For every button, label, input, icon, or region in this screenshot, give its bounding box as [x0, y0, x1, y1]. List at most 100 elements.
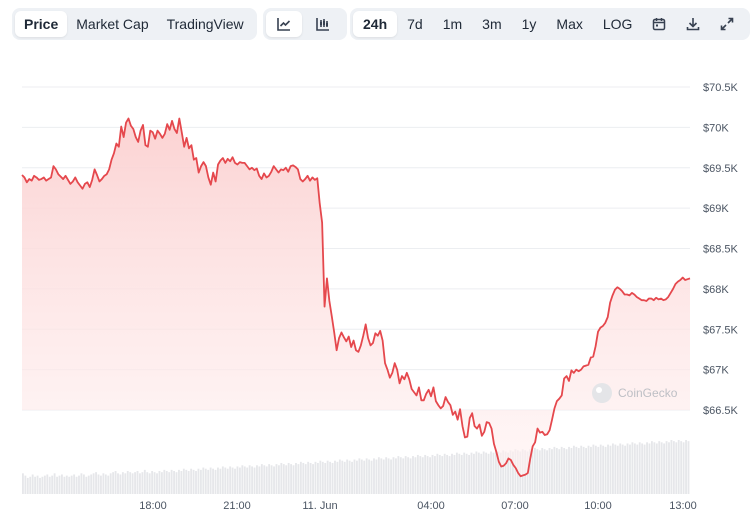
- volume-bar: [514, 449, 517, 494]
- volume-bar: [602, 445, 605, 494]
- volume-bar: [34, 476, 37, 494]
- volume-bar: [78, 475, 80, 494]
- volume-bar: [538, 450, 541, 494]
- price-line: [21, 117, 691, 478]
- volume-bar: [572, 445, 575, 494]
- line-chart-button[interactable]: [266, 11, 302, 37]
- volume-bar: [363, 460, 366, 494]
- volume-bar: [326, 460, 329, 494]
- range-1y[interactable]: 1y: [521, 16, 537, 32]
- volume-bar: [531, 450, 534, 494]
- volume-bars: [22, 440, 690, 494]
- volume-bar: [577, 448, 580, 494]
- volume-bar: [599, 444, 602, 494]
- volume-bar: [336, 461, 339, 494]
- volume-bar: [592, 444, 595, 494]
- volume-bar: [670, 440, 673, 494]
- volume-bar: [546, 450, 548, 494]
- volume-bar: [277, 465, 280, 494]
- range-7d[interactable]: 7d: [407, 16, 423, 32]
- volume-bar: [687, 441, 690, 494]
- y-tick-label: $69K: [703, 203, 729, 215]
- volume-bar: [494, 450, 497, 494]
- range-24h[interactable]: 24h: [353, 11, 398, 37]
- range-3m[interactable]: 3m: [482, 16, 502, 32]
- volume-bar: [258, 466, 261, 494]
- volume-bar: [82, 474, 85, 494]
- calendar-button[interactable]: [642, 11, 676, 37]
- tab-market-cap[interactable]: Market Cap: [76, 16, 149, 32]
- volume-bar: [56, 476, 58, 494]
- volume-bar: [158, 471, 161, 494]
- price-chart: CoinGecko $66.5K $67K $67.5K $68K $68.5K $69K…: [21, 82, 739, 512]
- volume-bar: [419, 456, 422, 494]
- volume-bar: [416, 454, 419, 494]
- volume-bar: [377, 457, 380, 494]
- tab-price[interactable]: Price: [15, 11, 68, 37]
- volume-bar: [502, 450, 505, 494]
- volume-bar: [672, 441, 675, 494]
- volume-bar: [412, 456, 414, 494]
- volume-bar: [39, 477, 41, 494]
- y-axis-ticks: $66.5K $67K $67.5K $68K $68.5K $69K $69.5K $70K…: [703, 82, 739, 417]
- volume-bar: [497, 451, 500, 494]
- volume-bar: [36, 475, 39, 494]
- volume-bar: [611, 443, 614, 494]
- volume-bar: [224, 467, 227, 494]
- volume-bar: [197, 468, 200, 494]
- volume-bar: [48, 476, 51, 494]
- volume-bar: [156, 473, 158, 494]
- volume-bar: [390, 459, 392, 494]
- x-tick-label: 04:00: [417, 500, 445, 512]
- volume-bar: [68, 476, 71, 494]
- volume-bar: [407, 457, 410, 494]
- volume-bar: [31, 474, 34, 494]
- volume-bar: [392, 457, 395, 494]
- volume-bar: [263, 465, 266, 494]
- volume-bar: [312, 464, 314, 494]
- volume-bar: [297, 464, 300, 494]
- candlestick-chart-button[interactable]: [305, 11, 341, 37]
- volume-bar: [465, 453, 468, 494]
- coingecko-watermark: CoinGecko: [592, 383, 678, 403]
- volume-bar: [660, 442, 663, 494]
- volume-bar: [107, 475, 110, 494]
- volume-bar: [358, 458, 361, 494]
- chart-type-switch: [263, 8, 347, 40]
- volume-bar: [134, 472, 136, 494]
- volume-bar: [207, 469, 210, 494]
- tab-tradingview[interactable]: TradingView: [166, 16, 244, 32]
- expand-button[interactable]: [710, 11, 744, 37]
- volume-bar: [65, 475, 68, 494]
- volume-bar: [319, 460, 322, 494]
- volume-bar: [453, 454, 456, 494]
- volume-bar: [424, 454, 427, 494]
- volume-bar: [682, 442, 685, 494]
- volume-bar: [331, 462, 334, 494]
- volume-bar: [87, 475, 90, 494]
- download-button[interactable]: [676, 11, 710, 37]
- chart-toolbar: Price Market Cap TradingView 24h 7d 1m 3…: [12, 8, 750, 40]
- volume-bar: [585, 448, 588, 494]
- y-tick-label: $69.5K: [703, 163, 739, 175]
- range-max[interactable]: Max: [556, 16, 583, 32]
- volume-bar: [382, 459, 385, 494]
- volume-bar: [173, 471, 175, 494]
- volume-bar: [370, 460, 373, 494]
- log-scale-toggle[interactable]: LOG: [602, 16, 633, 32]
- volume-bar: [587, 445, 590, 494]
- volume-bar: [560, 446, 563, 494]
- volume-bar: [95, 472, 97, 494]
- volume-bar: [63, 476, 66, 494]
- volume-bar: [470, 452, 473, 494]
- volume-bar: [399, 457, 402, 494]
- volume-bar: [109, 473, 112, 494]
- range-1m[interactable]: 1m: [442, 16, 463, 32]
- volume-bar: [451, 453, 453, 494]
- volume-bar: [548, 448, 551, 494]
- volume-bar: [217, 467, 219, 494]
- volume-bar: [85, 476, 88, 494]
- volume-bar: [463, 452, 466, 494]
- volume-bar: [568, 446, 570, 494]
- volume-bar: [441, 456, 444, 494]
